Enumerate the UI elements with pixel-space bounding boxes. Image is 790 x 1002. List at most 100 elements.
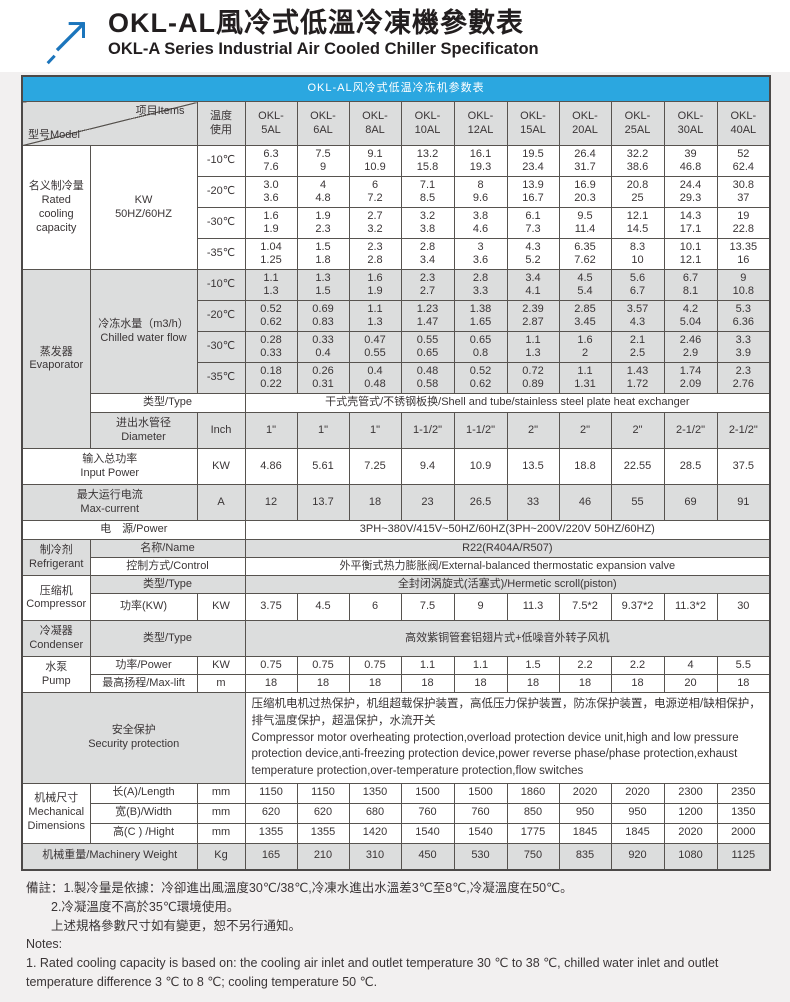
dimension-row: 宽(B)/Width mm 620 620 680 760 760 850 950 950 12…: [22, 802, 771, 824]
value-cell: 46: [558, 484, 612, 522]
value-cell: 310: [348, 842, 402, 871]
value-cell: 18: [400, 674, 455, 694]
page-title: OKL-AL風冷式低溫冷凍機參數表: [108, 8, 524, 38]
note-line: 備註：1.製冷量是依據：冷卻進出風溫度30℃/38℃,冷凍水進出水溫差3℃至8℃…: [26, 881, 573, 896]
value-cell: 1540: [453, 822, 508, 844]
value-cell: 18.8: [558, 448, 612, 486]
condenser-type-value: 高效紫铜管套铝翅片式+低噪音外转子风机: [244, 620, 771, 658]
refrigerant-name-value: R22(R404A/R507): [244, 539, 771, 559]
value-cell: 4 4.8: [296, 176, 350, 209]
value-cell: 165: [244, 842, 298, 871]
value-cell: 1.6 1.9: [244, 207, 298, 240]
value-cell: 1.6 1.9: [348, 269, 402, 302]
value-cell: 13.7: [296, 484, 350, 522]
max-current-unit: A: [196, 484, 246, 522]
value-cell: 1.1 1.3: [348, 300, 402, 333]
model-header-cell: OKL- 12AL: [453, 100, 508, 147]
refrigerant-name-label: 名称/Name: [89, 539, 246, 559]
value-cell: 0.18 0.22: [244, 362, 298, 395]
value-cell: 18: [453, 674, 508, 694]
compressor-power-unit: KW: [196, 593, 246, 622]
value-cell: 1.1 1.3: [244, 269, 298, 302]
evaporator-row: -20℃ 0.52 0.62 0.69 0.83 1.1 1.3 1.23 1.47 1…: [22, 300, 771, 333]
value-cell: 7.25: [348, 448, 402, 486]
value-cell: 20.8 25: [610, 176, 665, 209]
refrigerant-control-label: 控制方式/Control: [89, 557, 246, 577]
power-supply-row: 电 源/Power 3PH~380V/415V~50HZ/60HZ(3PH~20…: [21, 520, 771, 541]
length-label: 长(A)/Length: [89, 782, 198, 804]
width-label: 宽(B)/Width: [89, 802, 198, 824]
value-cell: 0.65 0.8: [453, 331, 508, 364]
value-cell: 13.35 16: [716, 238, 771, 271]
value-cell: 0.75: [296, 656, 350, 676]
value-cell: 16.9 20.3: [558, 176, 612, 209]
value-cell: 7.1 8.5: [400, 176, 455, 209]
value-cell: 13.9 16.7: [506, 176, 560, 209]
value-cell: 1845: [610, 822, 665, 844]
value-cell: 9 10.8: [716, 269, 771, 302]
value-cell: 4.3 5.2: [506, 238, 560, 271]
pump-power-row: 水泵 Pump 功率/Power KW 0.75 0.75 0.75 1.1 1.1 1.…: [21, 656, 771, 694]
value-cell: 1.1 1.3: [506, 331, 560, 364]
note-line: 2.冷凝溫度不高於35℃環境使用。: [26, 899, 240, 914]
value-cell: 19.5 23.4: [506, 145, 560, 178]
compressor-power-row: 功率(KW) KW 3.75 4.5 6 7.5 9 11.3 7.5*2 9.37*2 11.…: [22, 593, 771, 622]
value-cell: 22.55: [610, 448, 665, 486]
pump-power-unit: KW: [196, 656, 246, 676]
value-cell: 2.3 2.7: [400, 269, 455, 302]
value-cell: 750: [506, 842, 560, 871]
compressor-type-label: 类型/Type: [89, 575, 246, 595]
value-cell: 18: [558, 674, 612, 694]
value-cell: 6.3 7.6: [244, 145, 298, 178]
value-cell: 0.26 0.31: [296, 362, 350, 395]
note-line: Notes:: [26, 937, 63, 952]
value-cell: 0.55 0.65: [400, 331, 455, 364]
value-cell: 9.1 10.9: [348, 145, 402, 178]
spec-table: OKL-AL风冷式低温冷冻机参数表 型号Model 项目Items 温度 使用 …: [21, 75, 772, 872]
note-line: 上述規格參數尺寸如有變更，恕不另行通知。: [26, 918, 302, 933]
value-cell: 10.1 12.1: [663, 238, 718, 271]
corner-model-label: 型号Model: [28, 128, 80, 141]
value-cell: 69: [663, 484, 718, 522]
value-cell: 620: [244, 802, 298, 824]
width-unit: mm: [196, 802, 246, 824]
value-cell: 2.46 2.9: [663, 331, 718, 364]
corner-header-cell: 型号Model 项目Items: [21, 100, 198, 147]
value-cell: 14.3 17.1: [663, 207, 718, 240]
value-cell: 2.1 2.5: [610, 331, 665, 364]
pump-label: 水泵 Pump: [21, 656, 91, 694]
value-cell: 1125: [716, 842, 771, 871]
temp-cell: -10℃: [196, 269, 246, 302]
value-cell: 1-1/2": [453, 412, 508, 450]
value-cell: 8 9.6: [453, 176, 508, 209]
note-line: 1. Rated cooling capacity is based on: t…: [26, 956, 722, 989]
value-cell: 2.7 3.2: [348, 207, 402, 240]
content-area: OKL-AL风冷式低温冷冻机参数表 型号Model 项目Items 温度 使用 …: [0, 72, 790, 1002]
value-cell: 2-1/2": [716, 412, 771, 450]
value-cell: 19 22.8: [716, 207, 771, 240]
dimension-row: 高(C ) /Hight mm 1355 1355 1420 1540 1540 1775…: [22, 822, 771, 844]
arrow-logo-icon: [46, 22, 86, 65]
value-cell: 1080: [663, 842, 718, 871]
model-header-cell: OKL- 10AL: [400, 100, 455, 147]
value-cell: 2.8 3.4: [400, 238, 455, 271]
value-cell: 760: [400, 802, 455, 824]
value-cell: 760: [453, 802, 508, 824]
model-header-cell: OKL- 8AL: [348, 100, 402, 147]
value-cell: 2.8 3.3: [453, 269, 508, 302]
diameter-row: 进出水管径 Diameter Inch 1" 1" 1" 1-1/2" 1-1/2" 2"…: [22, 412, 771, 450]
value-cell: 23: [400, 484, 455, 522]
value-cell: 18: [244, 674, 298, 694]
notes: 備註：1.製冷量是依據：冷卻進出風溫度30℃/38℃,冷凍水進出水溫差3℃至8℃…: [26, 879, 766, 992]
value-cell: 18: [610, 674, 665, 694]
weight-label: 机械重量/Machinery Weight: [21, 842, 198, 871]
evaporator-type-label: 类型/Type: [89, 393, 246, 414]
value-cell: 4: [663, 656, 718, 676]
value-cell: 1540: [400, 822, 455, 844]
height-label: 高(C ) /Hight: [89, 822, 198, 844]
value-cell: 2.2: [610, 656, 665, 676]
value-cell: 1.38 1.65: [453, 300, 508, 333]
security-value: 压缩机电机过热保护，机组超载保护装置，高低压力保护装置，防冻保护装置，电源逆相/…: [244, 692, 771, 784]
value-cell: 33: [506, 484, 560, 522]
temp-cell: -20℃: [196, 176, 246, 209]
